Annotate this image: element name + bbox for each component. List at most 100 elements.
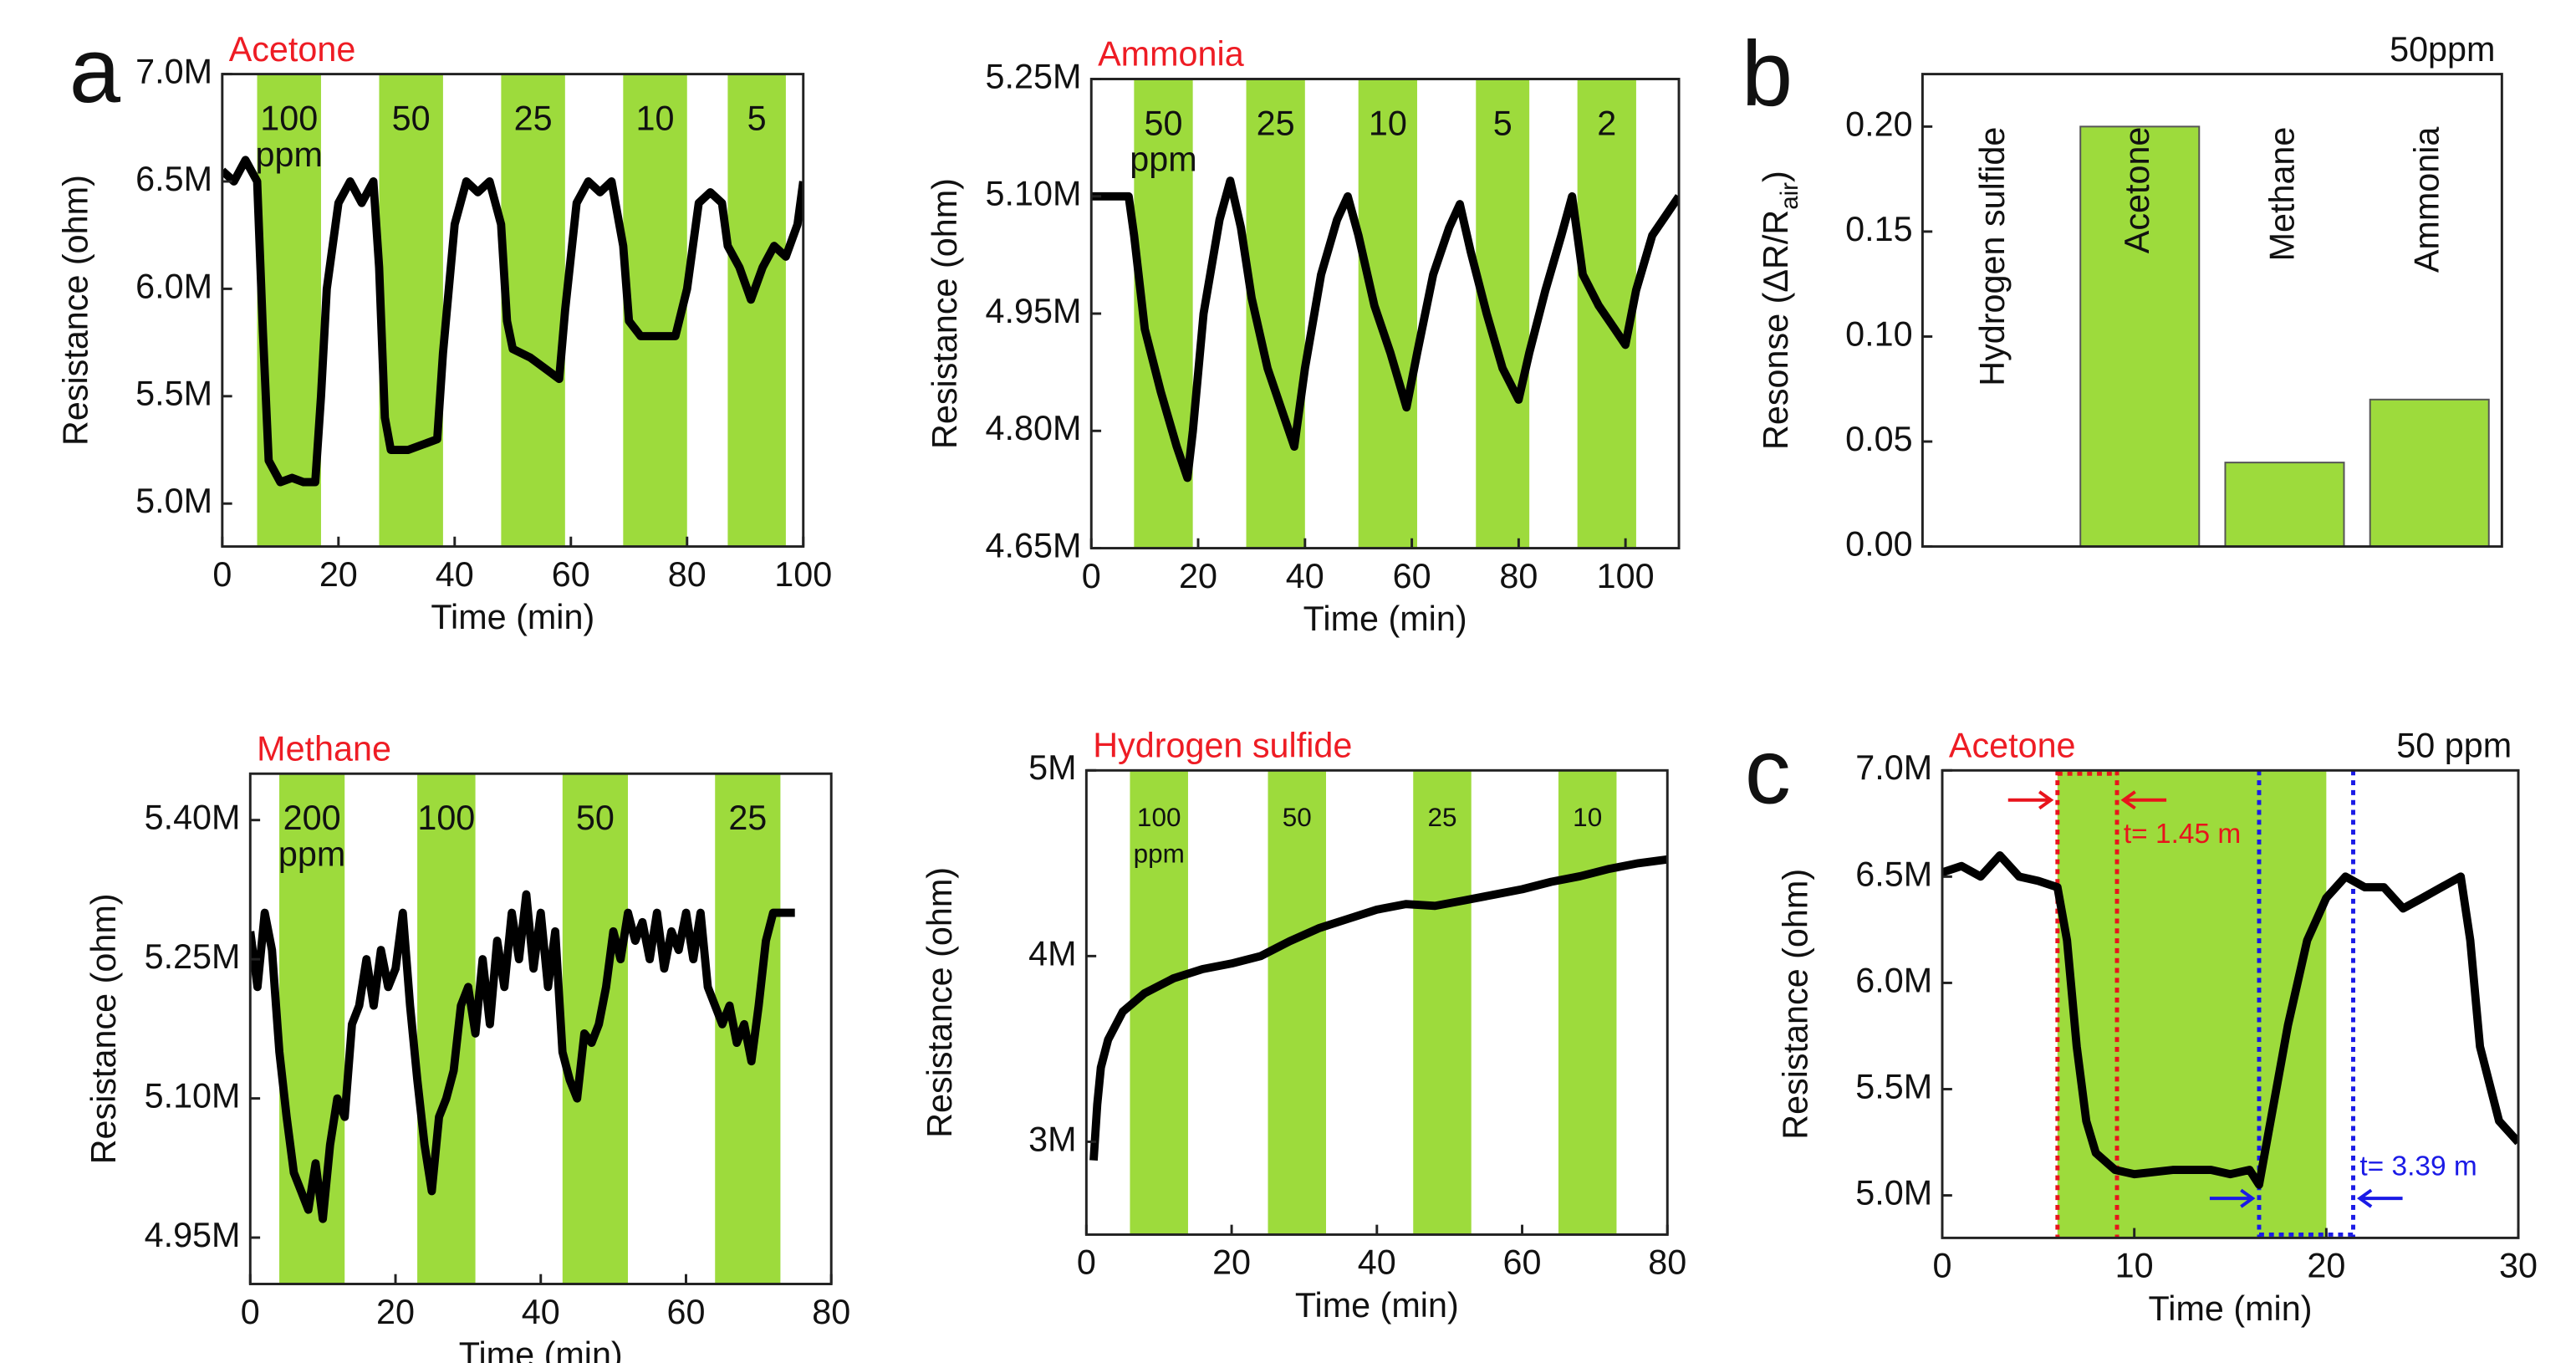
panel-letter: c	[1745, 721, 1791, 824]
panel-letter: b	[1742, 23, 1793, 125]
band-label: 25	[1427, 802, 1456, 832]
y-tick-label: 6.5M	[135, 160, 212, 198]
y-tick-label: 5.10M	[986, 175, 1082, 213]
x-tick-label: 20	[1179, 557, 1217, 595]
category-label: Methane	[2262, 127, 2301, 262]
y-axis-label: Resistance (ohm)	[926, 178, 964, 449]
y-axis-label-text: Resonse (ΔR/R	[1757, 210, 1795, 450]
y-tick-label: 0.00	[1845, 524, 1912, 563]
exposure-band	[1358, 79, 1417, 549]
x-axis-label: Time (min)	[1303, 600, 1467, 638]
chart-title: Acetone	[1949, 727, 2076, 765]
arrow	[2357, 1188, 2403, 1208]
x-tick-label: 0	[241, 1293, 260, 1331]
y-axis-label-text: Resistance (ohm)	[56, 175, 94, 446]
y-axis-label-text: Resistance (ohm)	[84, 893, 123, 1164]
y-tick-label: 5.0M	[1855, 1173, 1932, 1212]
band-label: 5	[747, 100, 767, 138]
band-label: 10	[1369, 104, 1407, 142]
panel: Hydrogen sulfide 100 ppm 50 25 10 3M 4M 5M 0 20 40 6…	[921, 727, 1686, 1325]
exposure-band	[1413, 770, 1472, 1235]
window-label: t= 3.39 m	[2359, 1151, 2477, 1182]
y-tick-label: 3M	[1028, 1120, 1076, 1158]
y-tick-label: 5.0M	[135, 482, 212, 520]
chart-title: Ammonia	[1098, 35, 1244, 74]
x-tick-label: 20	[319, 555, 358, 594]
band-label: 10	[636, 100, 675, 138]
data-line	[1942, 850, 2519, 1189]
band-unit: ppm	[1130, 140, 1196, 179]
y-tick-label: 0.10	[1845, 314, 1912, 353]
x-tick-label: 20	[1212, 1243, 1251, 1282]
x-tick-label: 80	[1499, 557, 1538, 595]
y-axis-label-text: Resistance (ohm)	[921, 867, 959, 1138]
x-tick-label: 60	[1393, 557, 1431, 595]
x-tick-label: 0	[212, 555, 232, 594]
arrow	[2120, 790, 2167, 810]
x-tick-label: 40	[1286, 557, 1324, 595]
panel: c Acetone 50 ppm t= 1.45 m t= 3.39 m 5.0M 5.5M…	[1745, 721, 2538, 1328]
x-tick-label: 40	[1358, 1243, 1396, 1282]
y-tick-label: 6.0M	[1855, 961, 1932, 999]
y-axis-label-end: )	[1757, 171, 1795, 182]
chart-title: Acetone	[229, 30, 356, 69]
x-tick-label: 60	[1503, 1243, 1542, 1282]
band-label: 100	[1137, 802, 1181, 832]
band-label: 50	[1283, 802, 1312, 832]
x-axis-label: Time (min)	[1295, 1286, 1459, 1325]
y-tick-label: 0.15	[1845, 210, 1912, 248]
plot-frame	[1921, 73, 2503, 549]
category-label: Ammonia	[2408, 127, 2446, 273]
x-tick-label: 80	[812, 1293, 850, 1331]
bar	[2224, 462, 2345, 548]
x-tick-label: 10	[2115, 1247, 2154, 1285]
x-tick-label: 80	[1648, 1243, 1686, 1282]
band-unit: ppm	[278, 835, 345, 873]
band-label: 100	[417, 799, 475, 837]
y-tick-label: 0.05	[1845, 420, 1912, 458]
data-line	[1091, 176, 1680, 482]
y-axis-label: Resonse (ΔR/Rair)	[1757, 171, 1803, 450]
exposure-band	[257, 74, 321, 547]
y-axis-label-sub: air	[1776, 182, 1803, 210]
exposure-band	[727, 74, 786, 547]
y-tick-label: 5.25M	[986, 57, 1082, 95]
x-axis-label: Time (min)	[459, 1335, 623, 1363]
y-tick-label: 7.0M	[1855, 748, 1932, 787]
x-tick-label: 30	[2499, 1247, 2538, 1285]
window-label: t= 1.45 m	[2124, 819, 2241, 850]
band-label: 5	[1493, 104, 1512, 142]
y-tick-label: 5.5M	[135, 375, 212, 413]
y-tick-label: 0.20	[1845, 105, 1912, 143]
band-label: 2	[1597, 104, 1616, 142]
band-label: 25	[514, 100, 553, 138]
category-label: Acetone	[2118, 127, 2156, 254]
panel: Ammonia 50ppm 25 10 5 2 4.65M 4.80M 4.95M 5.10M 5.…	[926, 35, 1681, 638]
y-axis-label: Resistance (ohm)	[921, 867, 959, 1138]
exposure-band	[379, 74, 443, 547]
x-axis-label: Time (min)	[2149, 1289, 2313, 1328]
y-tick-label: 5M	[1028, 748, 1076, 787]
bar	[2079, 125, 2201, 548]
y-tick-label: 5.25M	[145, 937, 241, 976]
y-tick-label: 4.95M	[145, 1216, 241, 1254]
exposure-band	[417, 773, 476, 1284]
x-tick-label: 40	[436, 555, 474, 594]
x-tick-label: 0	[1933, 1247, 1952, 1285]
band-label: 50	[1145, 104, 1183, 142]
x-tick-label: 0	[1082, 557, 1101, 595]
band-label: 50	[576, 799, 615, 837]
plot-frame	[221, 73, 805, 549]
exposure-band	[1558, 770, 1617, 1235]
y-axis-label: Resistance (ohm)	[84, 893, 123, 1164]
band-label: 200	[283, 799, 341, 837]
x-tick-label: 0	[1077, 1243, 1096, 1282]
arrow	[2209, 1188, 2256, 1208]
y-tick-label: 4.80M	[986, 409, 1082, 447]
data-line	[250, 890, 795, 1223]
panel-letter: a	[69, 19, 121, 122]
chart-title: Hydrogen sulfide	[1093, 727, 1352, 765]
band-label: 50	[392, 100, 431, 138]
